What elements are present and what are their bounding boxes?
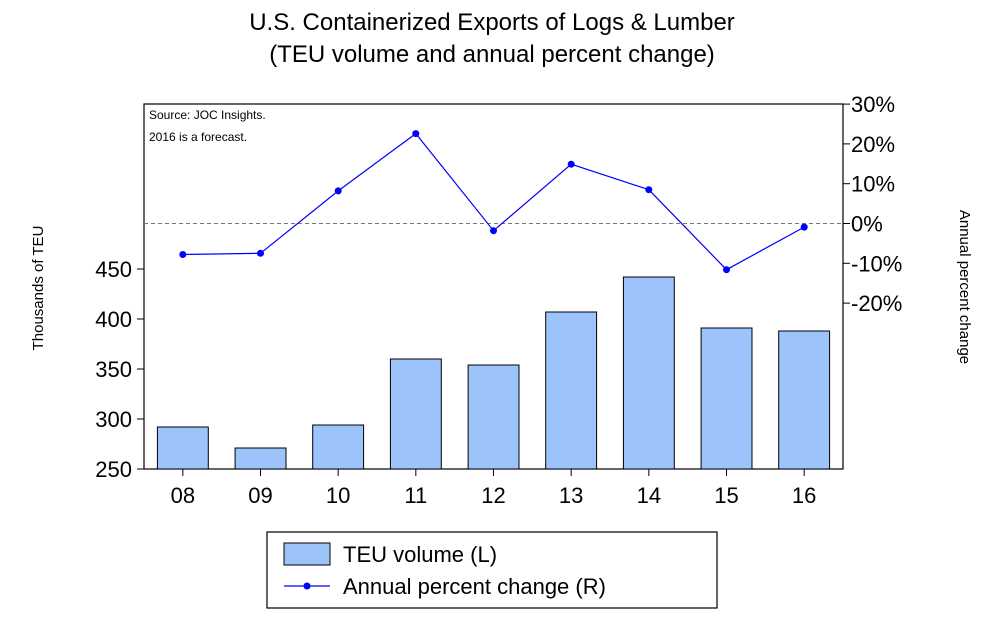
legend: TEU volume (L) Annual percent change (R) bbox=[266, 531, 718, 609]
left-tick-label: 400 bbox=[95, 307, 132, 332]
left-tick-label: 250 bbox=[95, 457, 132, 482]
x-tick-label-11: 11 bbox=[404, 483, 427, 508]
x-tick-label-10: 10 bbox=[326, 483, 350, 508]
x-tick-label-08: 08 bbox=[171, 483, 195, 508]
point-14 bbox=[645, 186, 653, 194]
point-11 bbox=[412, 130, 420, 138]
legend-entry-teu-volume: TEU volume (L) bbox=[343, 542, 497, 567]
left-tick-label: 350 bbox=[95, 357, 132, 382]
bar-series bbox=[156, 276, 831, 470]
x-tick-label-15: 15 bbox=[714, 483, 738, 508]
bar-08 bbox=[156, 426, 209, 470]
left-axis-label: Thousands of TEU bbox=[30, 226, 47, 351]
point-15 bbox=[723, 266, 730, 274]
right-tick-label: -10% bbox=[851, 251, 902, 276]
source-note: Source: JOC Insights. bbox=[149, 108, 266, 122]
bar-10 bbox=[312, 424, 365, 470]
bar-15 bbox=[700, 327, 753, 470]
chart-subtitle: (TEU volume and annual percent change) bbox=[269, 41, 715, 68]
x-tick-label-09: 09 bbox=[248, 483, 272, 508]
x-tick-label-16: 16 bbox=[792, 483, 816, 508]
legend-line-marker bbox=[303, 582, 311, 590]
x-tick-label-12: 12 bbox=[481, 483, 505, 508]
x-tick-label-14: 14 bbox=[637, 483, 661, 508]
right-axis: 30% 20% 10% 0% -10% -20% bbox=[843, 92, 902, 316]
legend-box bbox=[266, 531, 718, 609]
bar-11 bbox=[389, 358, 442, 470]
bar-09 bbox=[234, 447, 287, 470]
right-axis-label: Annual percent change bbox=[956, 210, 973, 364]
point-10 bbox=[334, 187, 342, 195]
point-08 bbox=[179, 251, 187, 258]
chart-title: U.S. Containerized Exports of Logs & Lum… bbox=[249, 9, 735, 36]
bar-13 bbox=[545, 311, 598, 470]
right-tick-label: 20% bbox=[851, 132, 895, 157]
left-tick-label: 450 bbox=[95, 257, 132, 282]
x-axis: 08 09 10 11 12 13 14 15 16 bbox=[171, 469, 816, 508]
legend-bar-swatch bbox=[283, 542, 331, 566]
x-tick-label-13: 13 bbox=[559, 483, 583, 508]
right-tick-label: 30% bbox=[851, 92, 895, 117]
bar-16 bbox=[778, 330, 831, 470]
forecast-note: 2016 is a forecast. bbox=[149, 130, 247, 144]
right-tick-label: 10% bbox=[851, 172, 895, 197]
right-tick-label: 0% bbox=[851, 212, 883, 237]
point-09 bbox=[257, 249, 264, 257]
line-series bbox=[179, 130, 808, 274]
bar-12 bbox=[467, 364, 520, 470]
percent-change-line bbox=[182, 132, 805, 271]
bar-14 bbox=[622, 276, 675, 470]
point-12 bbox=[490, 227, 497, 235]
left-tick-label: 300 bbox=[95, 407, 132, 432]
point-13 bbox=[567, 160, 575, 168]
right-tick-label: -20% bbox=[851, 291, 902, 316]
legend-entry-percent-change: Annual percent change (R) bbox=[343, 574, 606, 599]
point-16 bbox=[800, 223, 808, 231]
left-axis: 250 300 350 400 450 bbox=[95, 257, 144, 482]
